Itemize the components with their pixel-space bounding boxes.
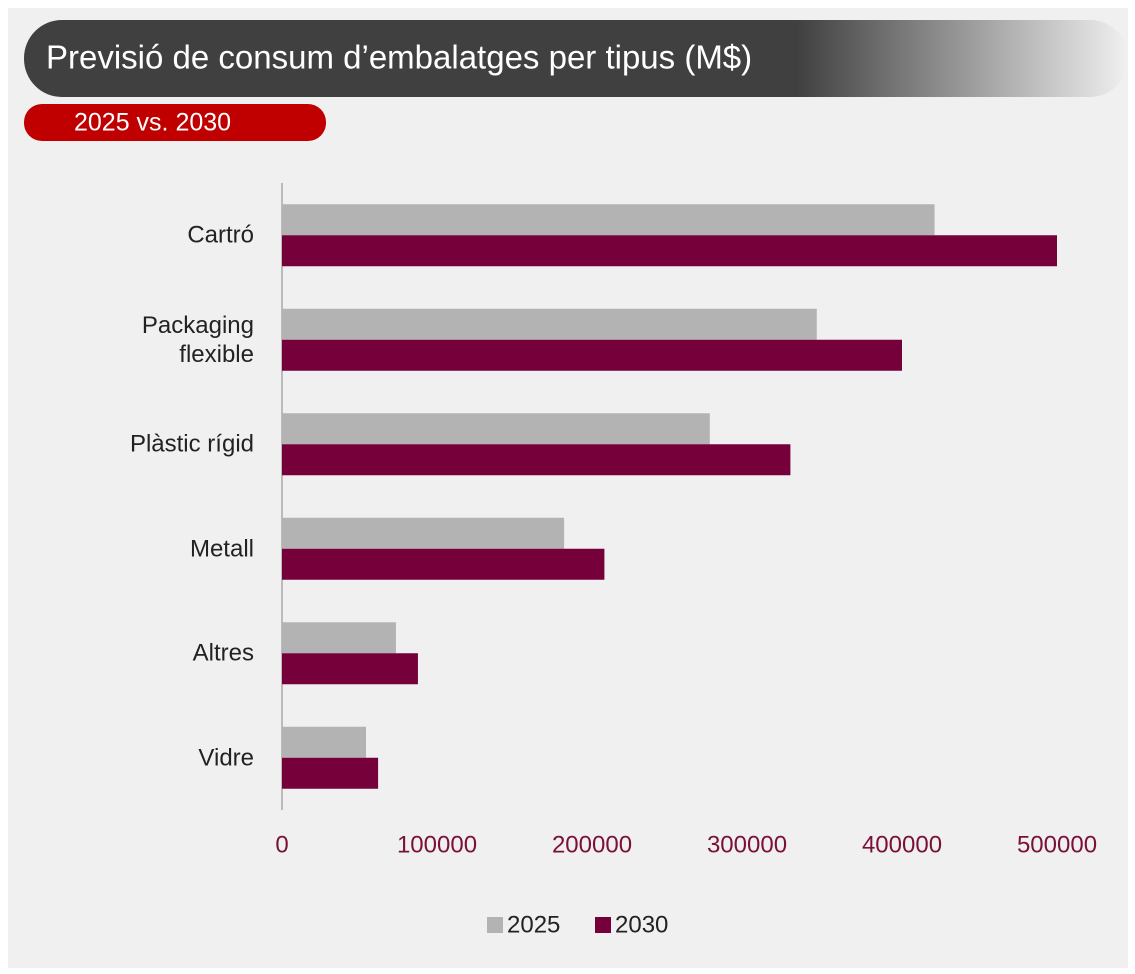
bar [282,517,565,549]
x-tick-label: 500000 [1017,831,1097,858]
y-tick-label: Metall [189,535,254,563]
legend-label: 2030 [615,911,668,938]
legend-swatch [487,917,503,933]
x-tick-label: 200000 [552,831,632,858]
y-tick-label: Plàstic rígid [129,430,254,458]
bar [282,413,710,445]
x-tick-label: 400000 [862,831,942,858]
bar [282,204,935,236]
y-tick-label: Cartró [187,221,254,249]
subtitle-pill [24,104,326,141]
legend-swatch [595,917,611,933]
y-tick-label: Vidre [198,744,254,772]
y-tick-label: Altres [192,639,254,667]
bar [282,622,396,654]
chart-subtitle: 2025 vs. 2030 [74,109,231,137]
bar [282,548,605,580]
bar [282,444,791,476]
title-bar [24,20,1128,97]
bar [282,726,367,758]
bar [282,339,902,371]
x-tick-label: 300000 [707,831,787,858]
legend-label: 2025 [507,911,560,938]
panel [8,8,1128,968]
x-tick-label: 100000 [397,831,477,858]
x-tick-label: 0 [275,831,288,858]
bar [282,757,379,789]
bar [282,653,418,685]
chart-title: Previsió de consum d’embalatges per tipu… [46,39,752,76]
y-tick-label: Packaging flexible [141,311,254,368]
bar [282,235,1057,267]
bar [282,308,817,340]
